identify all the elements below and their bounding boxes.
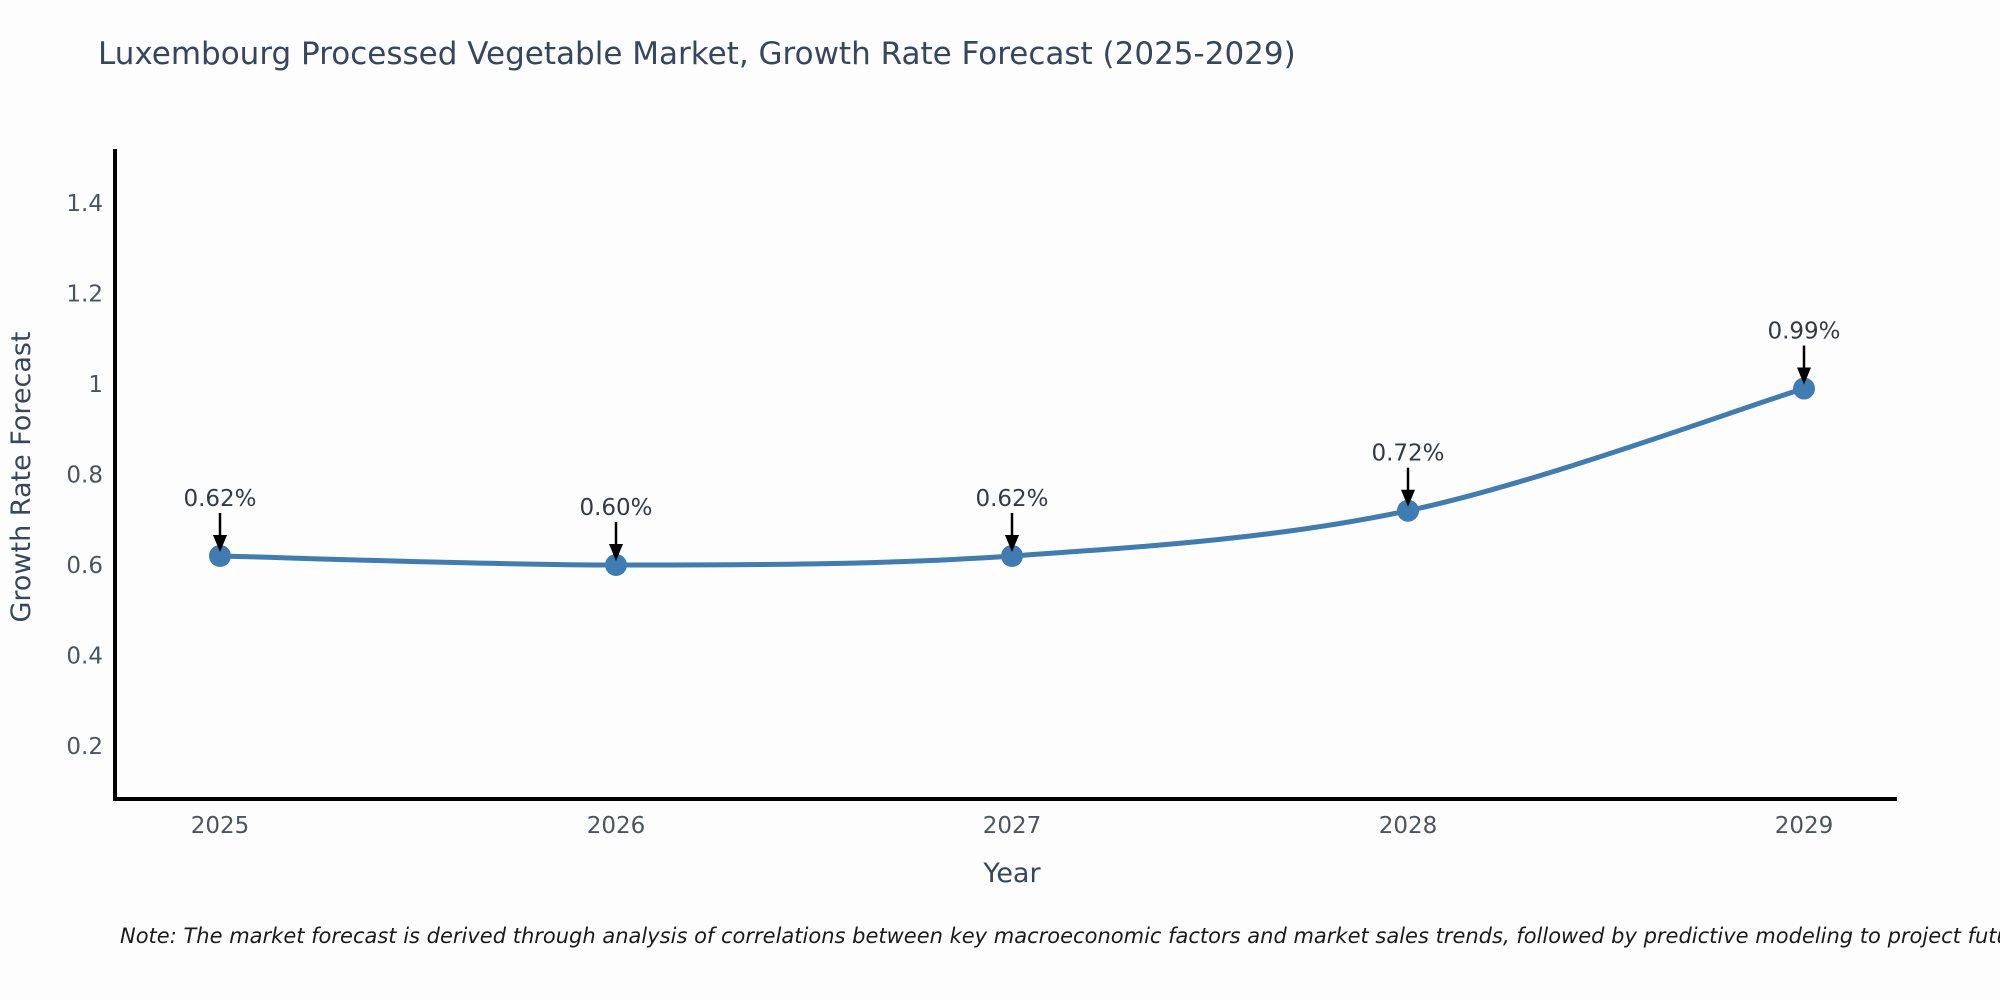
annotation-label: 0.62%: [975, 486, 1048, 512]
y-tick-label: 0.6: [66, 553, 103, 579]
footnote: Note: The market forecast is derived thr…: [120, 924, 2000, 948]
annotation-arrowhead-icon: [1401, 489, 1415, 507]
data-point-marker[interactable]: [605, 554, 627, 576]
axis-lines: [113, 149, 1897, 801]
annotation-arrowhead-icon: [213, 534, 227, 552]
data-point-marker[interactable]: [1397, 499, 1419, 522]
x-tick-label: 2029: [1775, 813, 1834, 839]
y-tick-label: 0.4: [66, 644, 103, 670]
chart-title: Luxembourg Processed Vegetable Market, G…: [98, 36, 1296, 72]
y-tick-label: 1.2: [66, 282, 103, 308]
x-tick-label: 2028: [1379, 813, 1438, 839]
annotation-label: 0.62%: [183, 486, 256, 512]
data-point-marker[interactable]: [1793, 377, 1815, 400]
data-point-marker[interactable]: [1001, 544, 1023, 567]
annotation-label: 0.99%: [1767, 319, 1840, 345]
annotation-arrowhead-icon: [1005, 534, 1019, 552]
x-tick-label: 2025: [191, 813, 250, 839]
y-tick-label: 1.4: [66, 191, 103, 217]
y-tick-label: 0.8: [66, 463, 103, 489]
y-axis-title: Growth Rate Forecast: [6, 331, 37, 622]
y-tick-label: 1: [88, 372, 103, 398]
annotation-label: 0.60%: [579, 495, 652, 521]
annotation-arrowhead-icon: [1797, 367, 1811, 385]
x-tick-label: 2026: [587, 813, 646, 839]
x-axis-title: Year: [982, 858, 1041, 889]
annotation-arrowhead-icon: [609, 544, 623, 561]
y-tick-label: 0.2: [66, 734, 103, 760]
x-tick-label: 2027: [983, 813, 1042, 839]
annotation-label: 0.72%: [1371, 441, 1444, 467]
data-point-marker[interactable]: [209, 544, 231, 567]
